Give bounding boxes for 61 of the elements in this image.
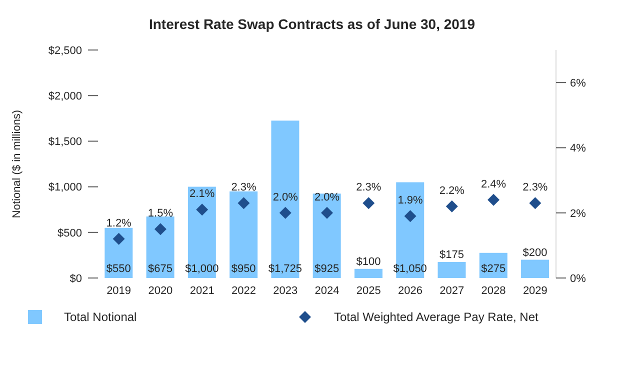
- x-tick-label: 2027: [440, 284, 464, 297]
- y2-tick-label: 0%: [570, 272, 586, 285]
- x-tick-label: 2021: [190, 284, 214, 297]
- data-label: 2.2%: [439, 184, 465, 197]
- data-label: $275: [481, 263, 506, 275]
- y2-tick-label: 6%: [570, 77, 586, 90]
- y-tick-label: $1,000: [48, 182, 82, 194]
- point: [488, 194, 500, 206]
- data-label: $675: [148, 263, 173, 275]
- x-tick-label: 2029: [522, 284, 548, 297]
- x-tick-label: 2020: [148, 284, 173, 297]
- x-tick-label: 2024: [314, 284, 340, 297]
- data-label: 1.2%: [106, 217, 132, 230]
- data-label: 2.3%: [522, 182, 548, 194]
- data-label: $950: [231, 263, 256, 275]
- data-label: $100: [356, 256, 381, 268]
- point: [112, 232, 125, 245]
- data-label: $550: [106, 263, 131, 275]
- bar: [312, 194, 341, 278]
- bar: [521, 260, 550, 278]
- point: [321, 206, 333, 219]
- y-axis-title: Notional ($ in millions): [10, 110, 23, 218]
- x-tick-label: 2022: [231, 284, 256, 297]
- point: [238, 197, 250, 210]
- y-tick-label: $1,500: [48, 136, 82, 148]
- y2-tick-label: 2%: [570, 208, 586, 220]
- point: [404, 210, 416, 222]
- data-label: 1.9%: [398, 194, 424, 207]
- bar: [230, 191, 258, 278]
- bar: [146, 216, 174, 278]
- legend-label: Total Weighted Average Pay Rate, Net: [334, 310, 538, 324]
- data-label: 2.0%: [314, 191, 340, 204]
- y-tick-label: $0: [70, 272, 82, 285]
- x-tick-label: 2025: [356, 284, 381, 297]
- data-label: 2.3%: [356, 182, 382, 194]
- data-label: $200: [522, 246, 548, 259]
- y-tick-label: $2,500: [48, 44, 82, 57]
- x-tick-label: 2019: [106, 284, 132, 297]
- point: [362, 197, 375, 210]
- point: [196, 204, 208, 216]
- data-label: $175: [440, 249, 464, 262]
- point: [529, 197, 542, 210]
- bar: [354, 268, 382, 278]
- point: [279, 206, 292, 219]
- bar: [104, 228, 133, 278]
- y-tick-label: $2,000: [48, 90, 82, 103]
- y-tick-label: $500: [58, 227, 82, 240]
- bar: [438, 262, 466, 278]
- point: [446, 200, 458, 212]
- data-label: 2.3%: [231, 182, 256, 194]
- data-label: 2.0%: [272, 191, 298, 204]
- data-label: $925: [314, 263, 340, 275]
- data-label: 2.4%: [481, 178, 506, 190]
- x-tick-label: 2023: [273, 284, 298, 297]
- x-tick-label: 2028: [481, 284, 506, 297]
- data-label: 2.1%: [190, 188, 215, 200]
- x-tick-label: 2026: [398, 284, 423, 297]
- chart-title: Interest Rate Swap Contracts as of June 30, 2019: [148, 15, 476, 34]
- y2-tick-label: 4%: [570, 142, 586, 155]
- legend-label: Total Notional: [64, 310, 137, 324]
- point: [154, 223, 166, 236]
